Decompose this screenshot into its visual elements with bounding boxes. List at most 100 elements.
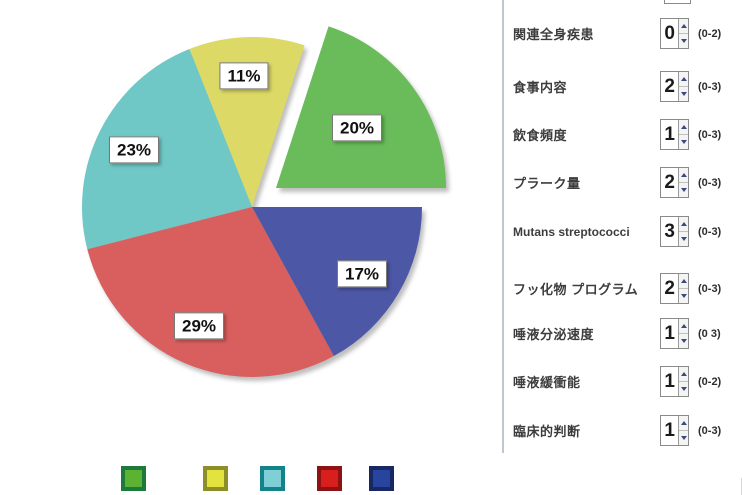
value-spinner[interactable]: 2 <box>660 167 689 198</box>
chevron-up-icon <box>680 222 687 226</box>
pie-slice-green <box>276 26 446 188</box>
spinner-up-button[interactable] <box>679 217 688 232</box>
chevron-down-icon <box>680 294 687 298</box>
spinner-value[interactable]: 2 <box>664 277 675 299</box>
factor-label: 飲食頻度 <box>513 128 568 143</box>
spinner-down-button[interactable] <box>679 382 688 396</box>
value-spinner[interactable]: 2 <box>660 273 689 304</box>
range-hint: (0-3) <box>698 128 722 141</box>
value-spinner[interactable]: 2 <box>660 71 689 102</box>
spinner-down-button[interactable] <box>679 289 688 303</box>
spinner-value[interactable]: 1 <box>664 419 675 441</box>
window-edge-fragment <box>741 478 742 495</box>
chevron-up-icon <box>680 324 687 328</box>
spinner-down-button[interactable] <box>679 232 688 246</box>
spinner-up-button[interactable] <box>679 120 688 135</box>
factor-label: プラーク量 <box>513 176 581 191</box>
legend-swatch-yellow <box>203 466 228 491</box>
range-hint: (0-3) <box>698 176 722 189</box>
spinner-value[interactable]: 1 <box>664 370 675 392</box>
factor-label: 臨床的判断 <box>513 424 581 439</box>
factor-label: 食事内容 <box>513 80 568 95</box>
pie-slice-label-yellow: 11% <box>219 62 269 90</box>
form-row: 食事内容 2 (0-3) <box>506 71 743 102</box>
spinner-down-button[interactable] <box>679 334 688 348</box>
chevron-down-icon <box>680 436 687 440</box>
pie-slice-teal <box>81 48 253 250</box>
pie-slice-label-teal: 23% <box>108 136 160 164</box>
spinner-arrows <box>678 274 688 303</box>
pie-slice-label-red: 29% <box>173 312 225 340</box>
value-spinner[interactable]: 1 <box>660 366 689 397</box>
chevron-up-icon <box>680 279 687 283</box>
range-hint: (0 3) <box>698 327 721 340</box>
spinner-down-button[interactable] <box>679 87 688 101</box>
chevron-up-icon <box>680 24 687 28</box>
spinner-value[interactable]: 0 <box>664 22 675 44</box>
range-hint: (0-3) <box>698 80 722 93</box>
chevron-down-icon <box>680 140 687 144</box>
spinner-arrows <box>678 72 688 101</box>
chevron-down-icon <box>680 387 687 391</box>
cutoff-spinner-bottom[interactable] <box>664 0 691 4</box>
range-hint: (0-2) <box>698 27 722 40</box>
spinner-arrows <box>678 416 688 445</box>
spinner-arrows <box>678 217 688 246</box>
factor-label: 唾液緩衝能 <box>513 375 581 390</box>
chevron-up-icon <box>680 173 687 177</box>
chevron-up-icon <box>680 125 687 129</box>
value-spinner[interactable]: 1 <box>660 119 689 150</box>
range-hint: (0-2) <box>698 375 722 388</box>
chevron-down-icon <box>680 339 687 343</box>
legend-swatch-red <box>317 466 342 491</box>
value-spinner[interactable]: 1 <box>660 318 689 349</box>
spinner-value[interactable]: 2 <box>664 171 675 193</box>
spinner-up-button[interactable] <box>679 274 688 289</box>
chevron-down-icon <box>680 237 687 241</box>
spinner-arrows <box>678 168 688 197</box>
factor-label: 関連全身疾患 <box>513 27 595 42</box>
value-spinner[interactable]: 3 <box>660 216 689 247</box>
chevron-down-icon <box>680 39 687 43</box>
spinner-up-button[interactable] <box>679 367 688 382</box>
chevron-up-icon <box>680 421 687 425</box>
spinner-up-button[interactable] <box>679 72 688 87</box>
spinner-value[interactable]: 1 <box>664 322 675 344</box>
form-row: 飲食頻度 1 (0-3) <box>506 119 743 150</box>
value-spinner[interactable]: 1 <box>660 415 689 446</box>
form-row: Mutans streptococci 3 (0-3) <box>506 216 743 247</box>
pie-slice-yellow <box>189 37 305 207</box>
spinner-value[interactable]: 2 <box>664 75 675 97</box>
spinner-up-button[interactable] <box>679 319 688 334</box>
spinner-arrows <box>678 319 688 348</box>
spinner-down-button[interactable] <box>679 135 688 149</box>
pie-chart-pane: 20% 11% 23% 29% 17% <box>81 26 446 491</box>
chevron-up-icon <box>680 372 687 376</box>
range-hint: (0-3) <box>698 282 722 295</box>
spinner-value[interactable]: 1 <box>664 123 675 145</box>
spinner-down-button[interactable] <box>679 431 688 445</box>
spinner-up-button[interactable] <box>679 168 688 183</box>
chevron-up-icon <box>680 77 687 81</box>
pie-slice-red <box>87 207 334 377</box>
spinner-down-button[interactable] <box>679 34 688 48</box>
factor-label: Mutans streptococci <box>513 224 630 239</box>
spinner-up-button[interactable] <box>679 416 688 431</box>
range-hint: (0-3) <box>698 225 722 238</box>
legend-swatch-blue <box>369 466 394 491</box>
form-row: プラーク量 2 (0-3) <box>506 167 743 198</box>
form-row: 唾液緩衝能 1 (0-2) <box>506 366 743 397</box>
spinner-up-button[interactable] <box>679 19 688 34</box>
form-row: フッ化物 プログラム 2 (0-3) <box>506 273 743 304</box>
pie-slice-label-green: 20% <box>331 114 383 142</box>
spinner-value[interactable]: 3 <box>664 220 675 242</box>
spinner-down-button[interactable] <box>679 183 688 197</box>
factor-label: 唾液分泌速度 <box>513 327 595 342</box>
form-row: 臨床的判断 1 (0-3) <box>506 415 743 446</box>
spinner-arrows <box>678 367 688 396</box>
value-spinner[interactable]: 0 <box>660 18 689 49</box>
legend-swatch-green <box>121 466 146 491</box>
chevron-down-icon <box>680 188 687 192</box>
chevron-down-icon <box>680 92 687 96</box>
